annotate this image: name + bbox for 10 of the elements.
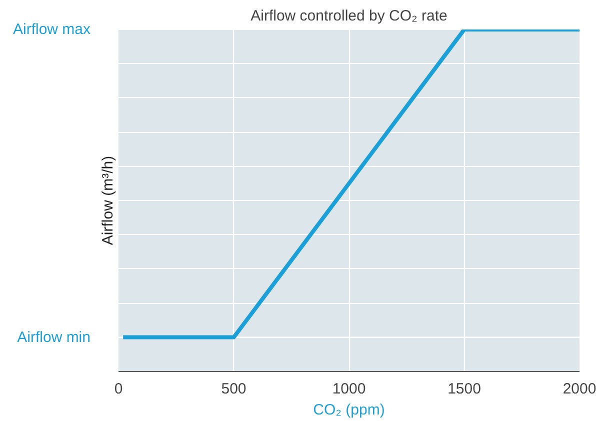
x-tick-label: 1500 (448, 380, 481, 398)
x-tick-label: 1000 (332, 380, 366, 398)
x-tick-label: 500 (221, 380, 246, 398)
x-axis-title: CO₂ (ppm) (313, 402, 385, 418)
x-tick-label: 0 (114, 380, 123, 398)
y-axis-title: Airflow (m³/h) (100, 156, 116, 246)
x-tick-label: 2000 (562, 380, 596, 398)
ref-line-label: Airflow min (17, 328, 91, 346)
ref-line-label: Airflow max (12, 21, 91, 38)
chart-title: Airflow controlled by CO₂ rate (250, 8, 448, 24)
